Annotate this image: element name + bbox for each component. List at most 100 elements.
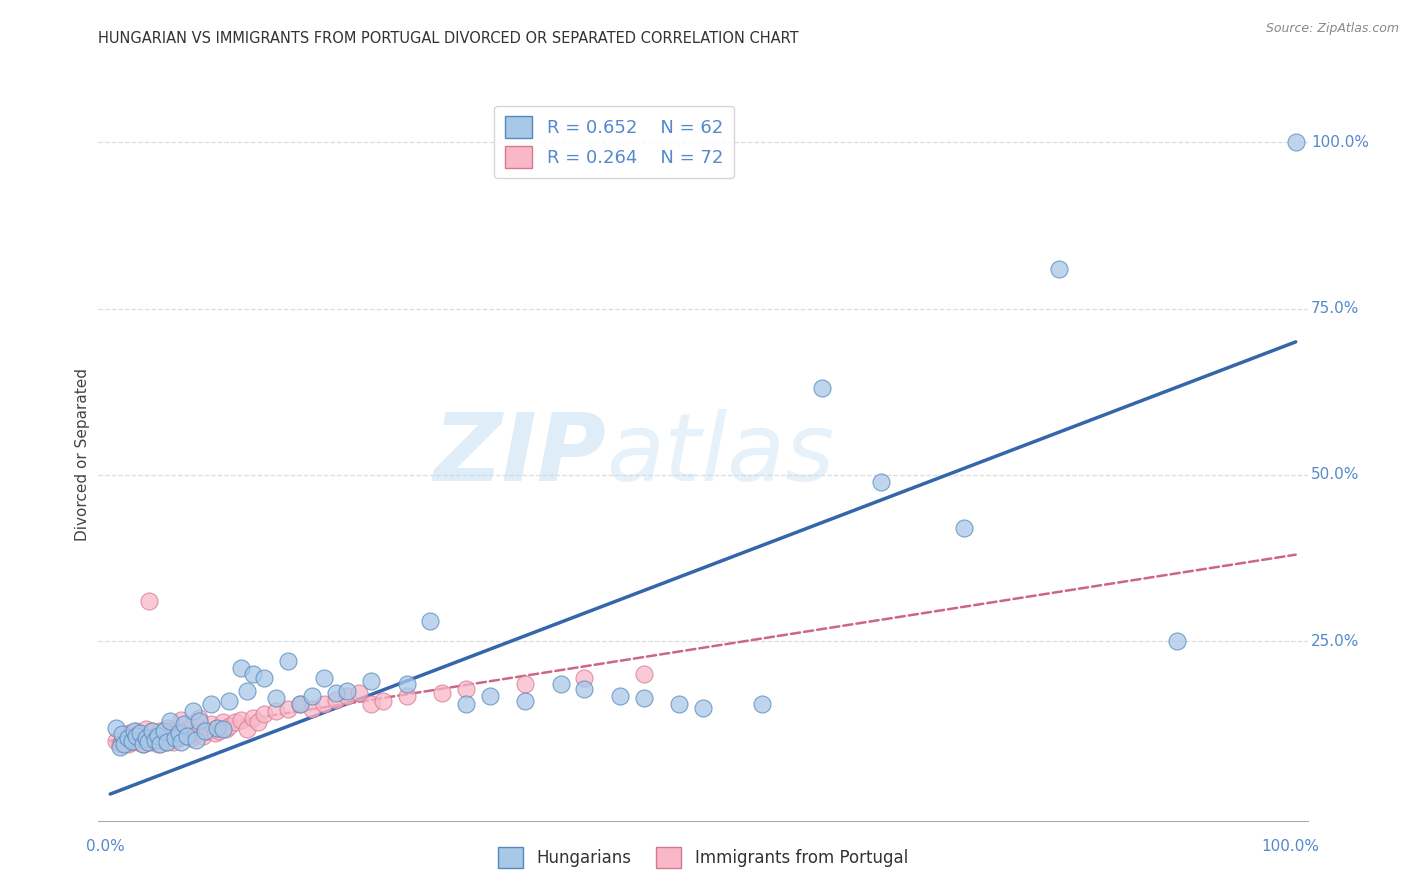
Point bbox=[194, 722, 217, 736]
Point bbox=[218, 694, 240, 708]
Text: ZIP: ZIP bbox=[433, 409, 606, 501]
Point bbox=[105, 734, 128, 748]
Point bbox=[149, 723, 172, 738]
Point bbox=[574, 671, 596, 685]
Text: 0.0%: 0.0% bbox=[86, 838, 125, 854]
Text: atlas: atlas bbox=[606, 409, 835, 500]
Point bbox=[121, 734, 143, 748]
Point bbox=[1166, 634, 1188, 648]
Point bbox=[141, 723, 163, 738]
Point bbox=[347, 686, 370, 700]
Point bbox=[371, 694, 394, 708]
Point bbox=[668, 698, 690, 712]
Point bbox=[122, 723, 145, 738]
Point bbox=[235, 684, 257, 698]
Point bbox=[247, 715, 270, 730]
Point bbox=[167, 726, 190, 740]
Point bbox=[181, 717, 204, 731]
Point bbox=[127, 735, 149, 749]
Point bbox=[118, 726, 141, 740]
Point bbox=[301, 702, 323, 716]
Point bbox=[205, 721, 228, 735]
Point bbox=[173, 726, 195, 740]
Point bbox=[184, 726, 207, 740]
Point bbox=[288, 698, 311, 712]
Point bbox=[633, 690, 655, 705]
Point bbox=[176, 722, 198, 736]
Point bbox=[277, 702, 299, 716]
Point bbox=[135, 722, 157, 736]
Point bbox=[212, 722, 235, 736]
Point bbox=[139, 735, 162, 749]
Point bbox=[152, 723, 174, 738]
Point bbox=[432, 686, 454, 700]
Point bbox=[108, 740, 131, 755]
Point bbox=[160, 723, 183, 738]
Point bbox=[129, 729, 152, 743]
Point bbox=[242, 667, 264, 681]
Point bbox=[197, 723, 219, 738]
Point bbox=[810, 381, 832, 395]
Point bbox=[159, 714, 181, 728]
Point bbox=[229, 713, 252, 727]
Point bbox=[204, 726, 226, 740]
Text: 25.0%: 25.0% bbox=[1312, 633, 1360, 648]
Point bbox=[180, 731, 202, 745]
Point bbox=[478, 689, 501, 703]
Point bbox=[114, 729, 136, 743]
Point bbox=[132, 737, 155, 751]
Point bbox=[188, 714, 211, 728]
Text: 100.0%: 100.0% bbox=[1312, 135, 1369, 150]
Point bbox=[609, 689, 631, 703]
Point bbox=[212, 715, 235, 730]
Point bbox=[129, 726, 152, 740]
Point bbox=[253, 671, 276, 685]
Point bbox=[122, 731, 145, 745]
Point bbox=[111, 727, 134, 741]
Point bbox=[336, 684, 359, 698]
Point bbox=[264, 690, 287, 705]
Point bbox=[751, 698, 773, 712]
Point bbox=[143, 732, 166, 747]
Text: HUNGARIAN VS IMMIGRANTS FROM PORTUGAL DIVORCED OR SEPARATED CORRELATION CHART: HUNGARIAN VS IMMIGRANTS FROM PORTUGAL DI… bbox=[98, 31, 799, 46]
Point bbox=[191, 729, 214, 743]
Point bbox=[111, 735, 134, 749]
Point bbox=[146, 729, 169, 743]
Point bbox=[264, 704, 287, 718]
Point bbox=[1047, 261, 1070, 276]
Point bbox=[395, 689, 418, 703]
Point bbox=[165, 731, 187, 745]
Point bbox=[159, 731, 181, 745]
Point bbox=[215, 722, 238, 736]
Point bbox=[141, 723, 163, 738]
Point bbox=[125, 729, 148, 743]
Point bbox=[325, 686, 347, 700]
Point bbox=[181, 704, 204, 718]
Point bbox=[515, 694, 537, 708]
Point bbox=[136, 735, 159, 749]
Point bbox=[117, 731, 139, 745]
Point bbox=[174, 729, 197, 743]
Point bbox=[162, 735, 184, 749]
Point bbox=[574, 681, 596, 696]
Point bbox=[218, 719, 240, 733]
Point bbox=[515, 677, 537, 691]
Point bbox=[108, 737, 131, 751]
Point bbox=[176, 729, 198, 743]
Point bbox=[167, 731, 190, 745]
Point bbox=[419, 614, 441, 628]
Point bbox=[288, 698, 311, 712]
Point bbox=[208, 723, 231, 738]
Point bbox=[360, 698, 382, 712]
Point bbox=[229, 661, 252, 675]
Point bbox=[132, 737, 155, 751]
Point bbox=[224, 715, 246, 730]
Point bbox=[105, 721, 128, 735]
Point bbox=[165, 726, 187, 740]
Point bbox=[869, 475, 891, 489]
Point bbox=[155, 735, 177, 749]
Point bbox=[550, 677, 572, 691]
Point bbox=[150, 732, 173, 747]
Point bbox=[138, 594, 160, 608]
Point bbox=[152, 726, 174, 740]
